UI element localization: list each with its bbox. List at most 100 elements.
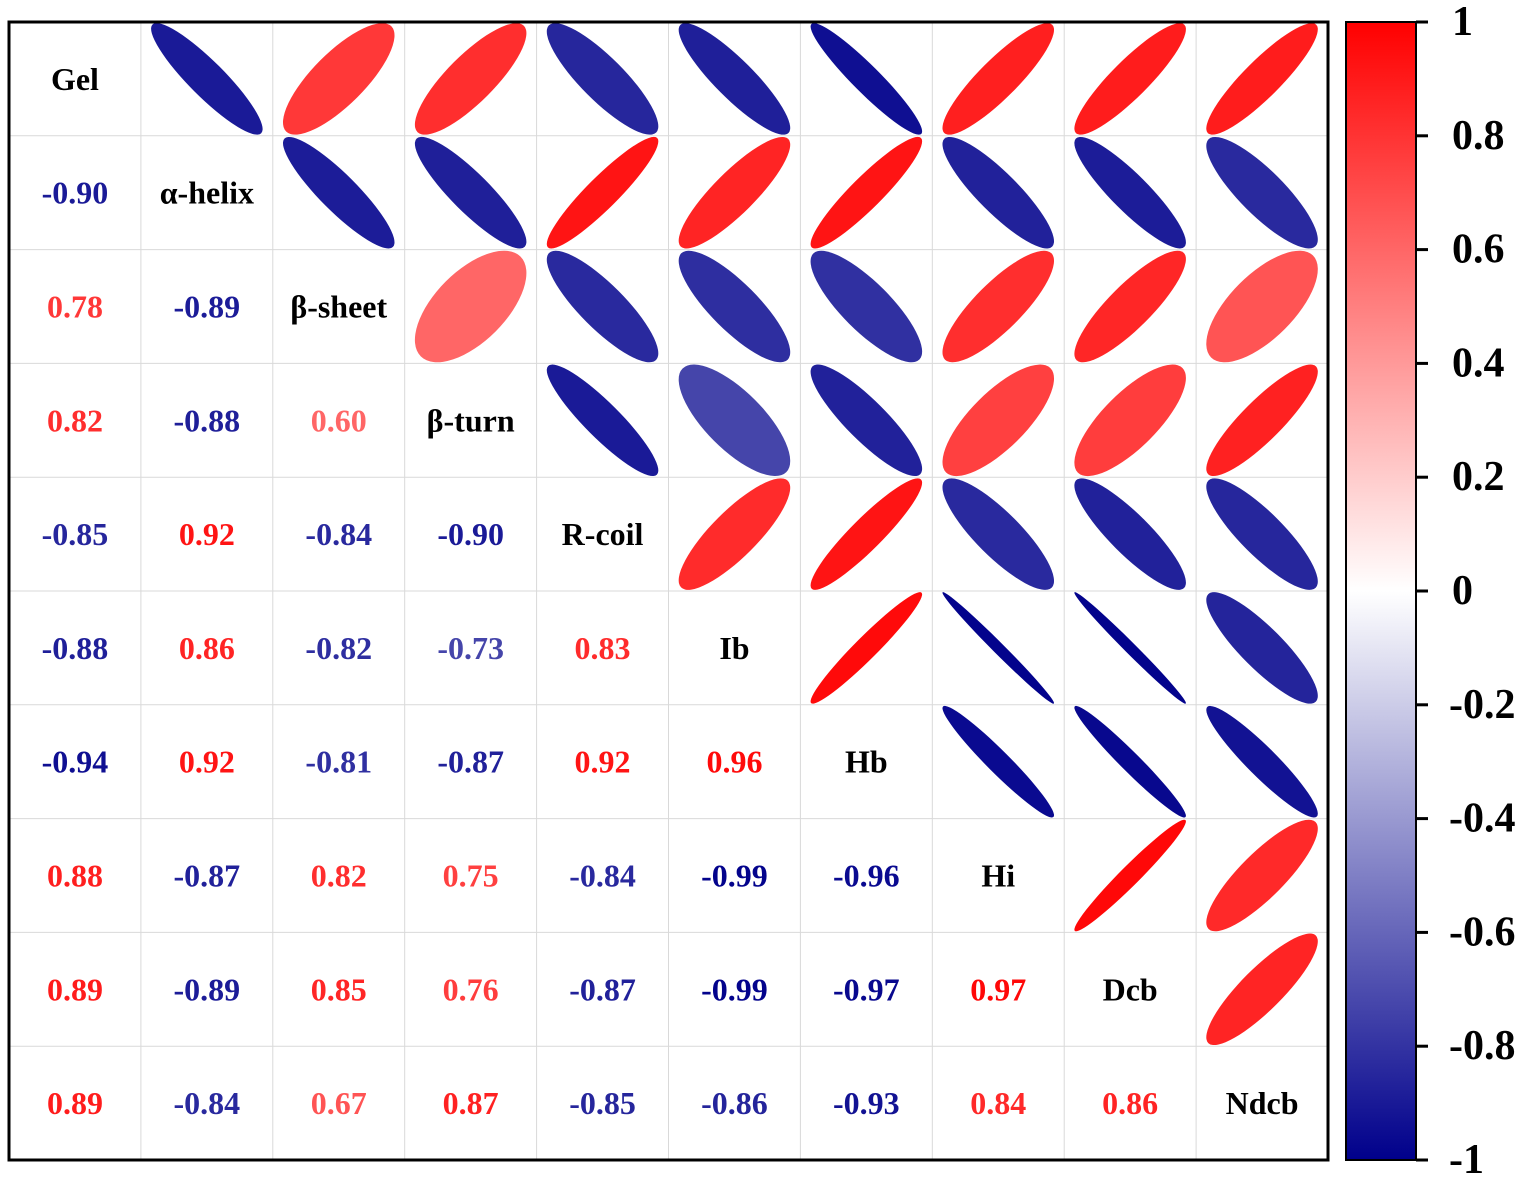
correlation-ellipse (1206, 136, 1318, 249)
correlation-ellipse (1206, 250, 1318, 363)
correlation-ellipse (1206, 705, 1318, 818)
variable-label-ib: Ib (719, 630, 749, 666)
correlation-ellipse (1074, 478, 1186, 590)
correlation-value: -0.73 (437, 630, 504, 666)
grid-lines (9, 22, 1328, 1160)
correlation-ellipse (942, 592, 1055, 704)
correlation-value: -0.84 (174, 1085, 241, 1121)
correlation-ellipse (810, 364, 923, 477)
correlation-value: 0.84 (970, 1085, 1026, 1121)
correlation-value: -0.90 (437, 516, 504, 552)
colorbar-tick-label: -0.6 (1449, 909, 1516, 955)
correlation-value: 0.97 (970, 971, 1026, 1007)
correlation-value: 0.89 (47, 1085, 103, 1121)
correlation-value: 0.88 (47, 858, 103, 894)
correlation-ellipse (546, 364, 659, 477)
colorbar-tick-label: 0.2 (1452, 454, 1505, 500)
correlation-value: 0.78 (47, 289, 103, 325)
variable-label-ndcb: Ndcb (1226, 1085, 1299, 1121)
correlation-value: -0.99 (701, 858, 768, 894)
correlation-value: 0.86 (179, 630, 235, 666)
correlation-ellipse (942, 478, 1055, 590)
variable-label-alpha-helix: α-helix (160, 175, 254, 211)
correlation-ellipse (1206, 478, 1318, 590)
correlation-ellipse (414, 136, 527, 249)
correlation-value: -0.85 (42, 516, 109, 552)
variable-label-dcb: Dcb (1103, 971, 1158, 1007)
correlation-value: -0.81 (305, 744, 372, 780)
colorbar-tick-label: -0.2 (1449, 682, 1516, 728)
correlation-value: 0.96 (706, 744, 762, 780)
correlation-ellipse (282, 23, 395, 135)
correlation-ellipse (810, 250, 923, 363)
colorbar-tick-label: -1 (1449, 1137, 1484, 1183)
correlation-ellipse (810, 23, 923, 135)
correlation-ellipse (942, 364, 1055, 477)
colorbar-tick-label: 0.8 (1452, 113, 1505, 159)
correlation-value: 0.67 (311, 1085, 367, 1121)
correlation-value: -0.88 (42, 630, 109, 666)
correlation-value: -0.84 (305, 516, 372, 552)
correlation-ellipse (1074, 592, 1186, 704)
correlation-value: -0.84 (569, 858, 636, 894)
colorbar-gradient (1345, 21, 1417, 1161)
correlation-value: -0.89 (174, 289, 241, 325)
correlation-value: -0.86 (701, 1085, 768, 1121)
correlation-ellipse (810, 592, 923, 704)
correlation-ellipse (282, 136, 395, 249)
correlation-value: -0.85 (569, 1085, 636, 1121)
correlation-ellipse (942, 705, 1055, 818)
variable-label-beta-sheet: β-sheet (290, 289, 387, 325)
correlation-value: 0.92 (179, 744, 235, 780)
correlation-ellipse (1206, 23, 1318, 135)
correlation-ellipse (678, 364, 791, 477)
correlation-ellipse (1074, 136, 1186, 249)
correlation-value: 0.85 (311, 971, 367, 1007)
correlation-value: 0.87 (443, 1085, 499, 1121)
correlation-value: 0.60 (311, 402, 367, 438)
correlation-value: -0.93 (833, 1085, 900, 1121)
correlation-ellipse (678, 23, 791, 135)
colorbar-tick-label: -0.8 (1449, 1023, 1516, 1069)
correlation-ellipse (546, 250, 659, 363)
correlation-value: 0.86 (1102, 1085, 1158, 1121)
correlation-ellipse (546, 136, 659, 249)
correlation-value: -0.94 (42, 744, 109, 780)
correlation-ellipse (678, 478, 791, 590)
correlation-ellipse (1206, 933, 1318, 1046)
correlation-ellipse (1074, 364, 1186, 477)
variable-label-gel: Gel (51, 61, 99, 97)
correlation-ellipse (414, 250, 527, 363)
colorbar-tick-label: 0.6 (1452, 227, 1505, 273)
colorbar: 1 0.8 0.6 0.4 0.2 0 -0.2 -0.4 -0.6 -0.8 -1 (1345, 0, 1516, 1183)
colorbar-tick-label: 1 (1452, 0, 1473, 45)
correlation-ellipse (810, 136, 923, 249)
correlation-ellipse (151, 23, 263, 135)
correlation-value: -0.87 (174, 858, 241, 894)
correlation-value: -0.96 (833, 858, 900, 894)
correlation-ellipse (678, 136, 791, 249)
correlation-value: 0.92 (575, 744, 631, 780)
correlation-value: 0.75 (443, 858, 499, 894)
variable-label-beta-turn: β-turn (427, 402, 515, 438)
correlation-value: 0.82 (311, 858, 367, 894)
correlation-value: -0.89 (174, 971, 241, 1007)
colorbar-tick-label: 0.4 (1452, 340, 1505, 386)
matrix-cells: Gel -0.90 α-helix 0.78 -0.89 β-sheet 0.82 -0.88… (42, 23, 1318, 1121)
correlation-value: 0.82 (47, 402, 103, 438)
correlation-ellipse (1074, 705, 1186, 818)
colorbar-tick-label: 0 (1452, 568, 1473, 614)
correlation-value: -0.87 (437, 744, 504, 780)
correlation-value: 0.89 (47, 971, 103, 1007)
correlation-value: 0.76 (443, 971, 499, 1007)
correlation-ellipse (942, 250, 1055, 363)
correlation-ellipse (414, 23, 527, 135)
plot-frame (7, 20, 1330, 1162)
correlation-value: 0.83 (575, 630, 631, 666)
correlation-ellipse (942, 136, 1055, 249)
correlation-value: -0.87 (569, 971, 636, 1007)
correlation-ellipse (1074, 23, 1186, 135)
correlation-ellipse (546, 23, 659, 135)
correlation-value: -0.99 (701, 971, 768, 1007)
